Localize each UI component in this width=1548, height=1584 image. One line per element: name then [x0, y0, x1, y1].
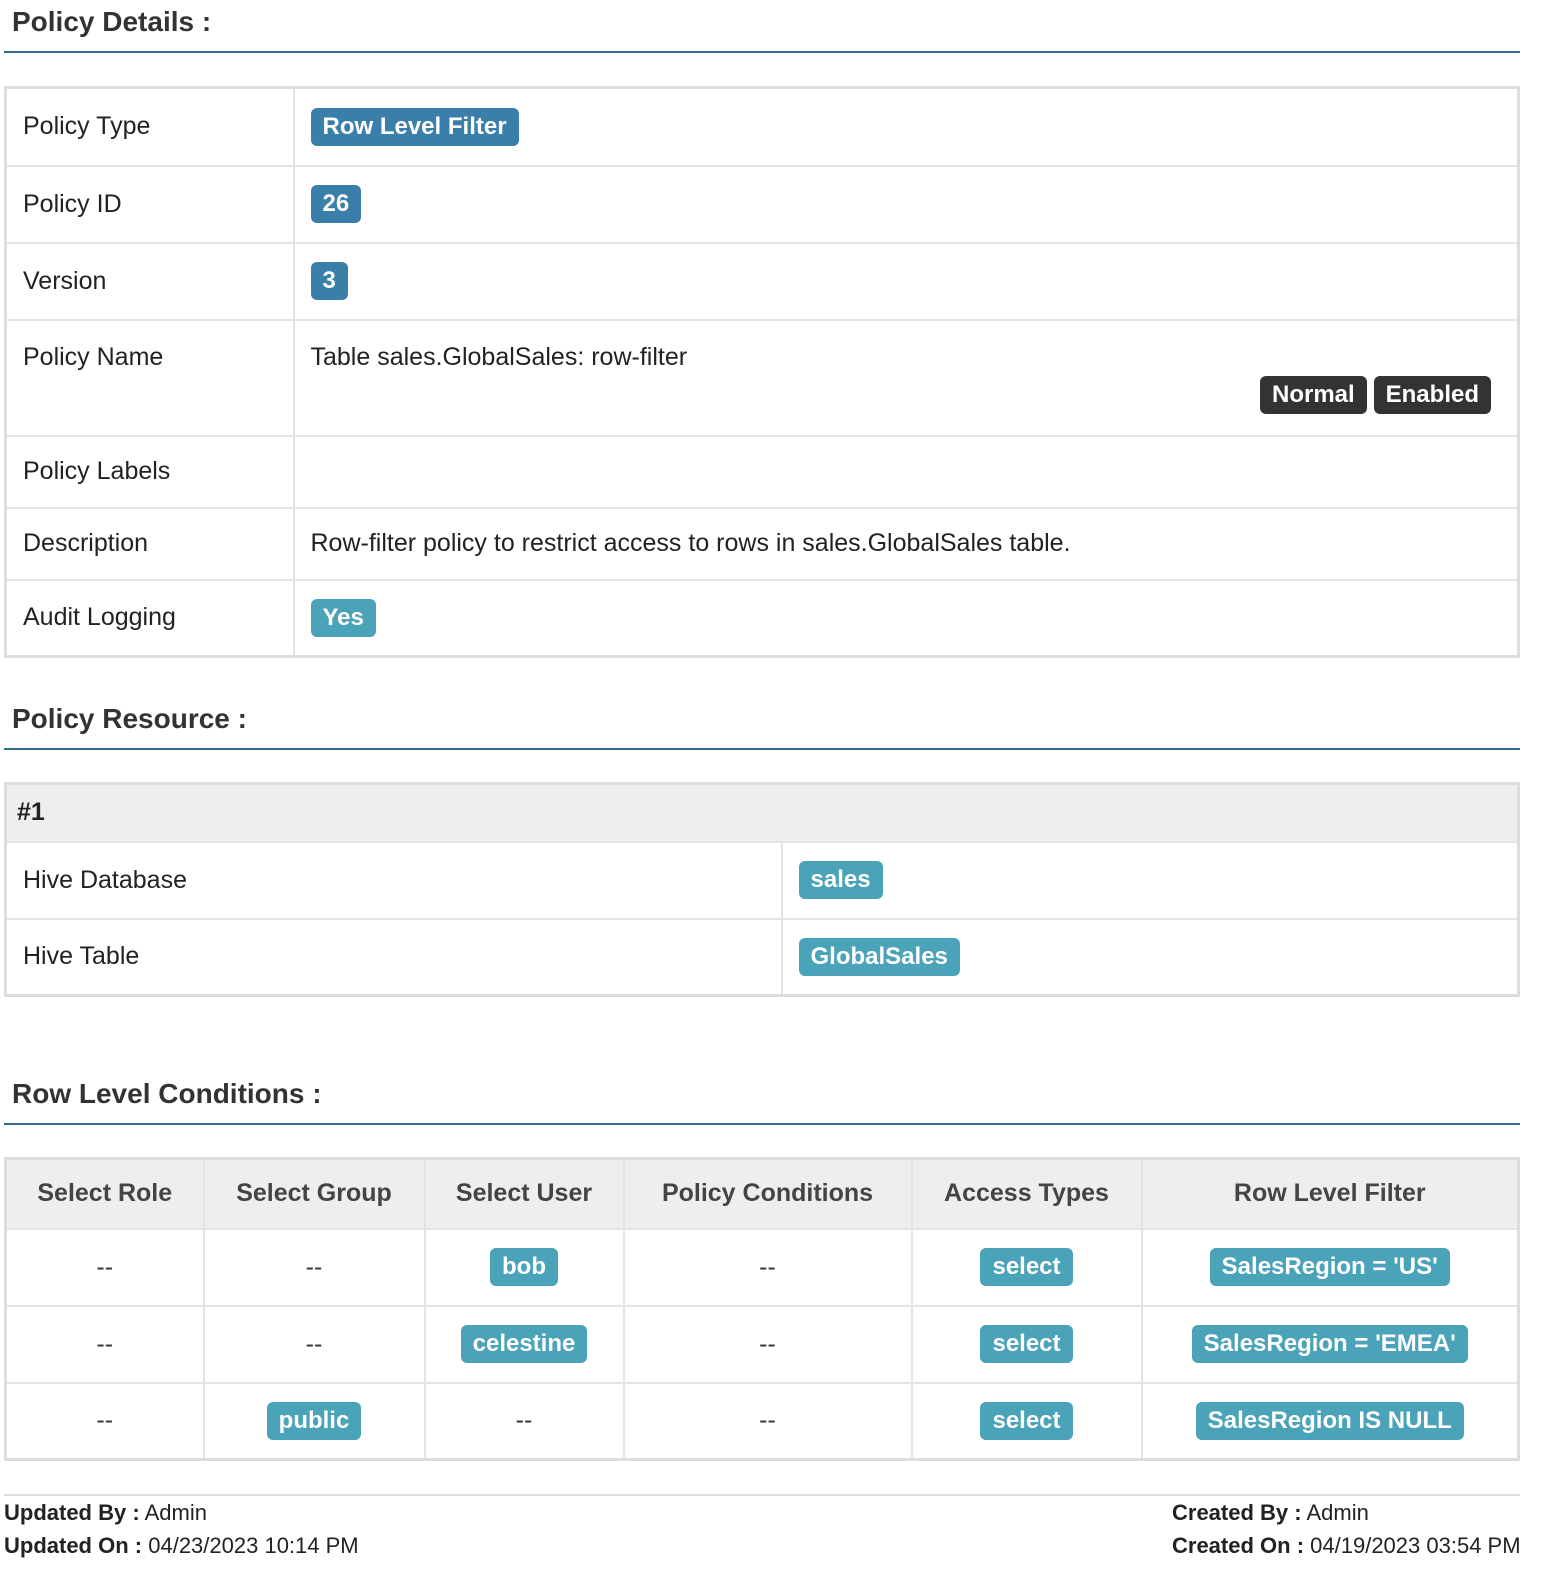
updated-by-label: Updated By : — [4, 1500, 140, 1525]
hive-table-badge: GlobalSales — [798, 937, 960, 976]
policy-type-badge: Row Level Filter — [310, 107, 519, 146]
policy-name-label: Policy Name — [4, 318, 295, 437]
created-by-label: Created By : — [1172, 1500, 1302, 1525]
conditions-cell: -- — [622, 1227, 913, 1307]
footer-divider — [4, 1494, 1520, 1496]
user-cell: -- — [423, 1381, 625, 1461]
table-row: -- public -- -- select SalesRegion IS NU… — [4, 1381, 1520, 1461]
policy-type-label: Policy Type — [4, 86, 295, 167]
hive-database-label: Hive Database — [4, 840, 783, 920]
updated-on-value: 04/23/2023 10:14 PM — [148, 1533, 359, 1558]
conditions-cell: -- — [622, 1304, 913, 1384]
row-filter-badge: SalesRegion IS NULL — [1195, 1401, 1464, 1440]
conditions-cell: -- — [622, 1381, 913, 1461]
row-level-conditions-table: Select Role Select Group Select User Pol… — [4, 1157, 1520, 1461]
access-type-badge: select — [980, 1325, 1073, 1363]
policy-labels-label: Policy Labels — [4, 434, 295, 509]
policy-details-heading: Policy Details : — [12, 6, 212, 37]
created-info: Created By : Admin Created On : 04/19/20… — [1172, 1496, 1521, 1562]
header-row-level-filter: Row Level Filter — [1140, 1157, 1520, 1230]
created-on-value: 04/19/2023 03:54 PM — [1310, 1533, 1521, 1558]
divider — [4, 51, 1520, 53]
divider — [4, 748, 1520, 750]
audit-logging-badge: Yes — [310, 598, 376, 637]
resource-header: #1 — [4, 782, 1520, 843]
role-cell: -- — [4, 1304, 205, 1384]
policy-labels-value — [292, 434, 1520, 509]
audit-logging-label: Audit Logging — [4, 578, 295, 658]
group-cell: -- — [202, 1227, 426, 1307]
access-type-badge: select — [980, 1248, 1073, 1286]
description-label: Description — [4, 506, 295, 581]
policy-details-table: Policy Type Row Level Filter Policy ID 26 … — [4, 86, 1520, 658]
access-type-badge: select — [980, 1401, 1073, 1440]
updated-info: Updated By : Admin Updated On : 04/23/20… — [4, 1496, 359, 1562]
created-by-value: Admin — [1306, 1500, 1369, 1525]
updated-on-label: Updated On : — [4, 1533, 143, 1558]
enabled-badge: Enabled — [1373, 375, 1491, 414]
header-select-group: Select Group — [202, 1157, 426, 1230]
group-cell: -- — [202, 1304, 426, 1384]
row-filter-badge: SalesRegion = 'US' — [1209, 1248, 1450, 1286]
created-on-label: Created On : — [1172, 1533, 1305, 1558]
user-badge: celestine — [460, 1325, 588, 1363]
header-access-types: Access Types — [910, 1157, 1143, 1230]
row-level-conditions-heading: Row Level Conditions : — [12, 1078, 322, 1109]
normal-badge: Normal — [1260, 375, 1367, 414]
role-cell: -- — [4, 1381, 205, 1461]
policy-resource-heading: Policy Resource : — [12, 703, 247, 734]
user-badge: bob — [490, 1248, 558, 1286]
policy-name-value: Table sales.GlobalSales: row-filter — [310, 342, 688, 371]
header-policy-conditions: Policy Conditions — [622, 1157, 913, 1230]
header-select-role: Select Role — [4, 1157, 205, 1230]
role-cell: -- — [4, 1227, 205, 1307]
table-row: -- -- celestine -- select SalesRegion = … — [4, 1304, 1520, 1384]
policy-id-label: Policy ID — [4, 164, 295, 244]
hive-database-badge: sales — [798, 861, 883, 899]
updated-by-value: Admin — [144, 1500, 207, 1525]
version-badge: 3 — [310, 262, 348, 300]
policy-id-badge: 26 — [310, 185, 362, 223]
row-filter-badge: SalesRegion = 'EMEA' — [1191, 1325, 1468, 1363]
description-value: Row-filter policy to restrict access to … — [292, 506, 1520, 581]
header-select-user: Select User — [423, 1157, 625, 1230]
hive-table-label: Hive Table — [4, 917, 783, 997]
table-row: -- -- bob -- select SalesRegion = 'US' — [4, 1227, 1520, 1307]
group-badge: public — [266, 1401, 362, 1440]
policy-resource-table: #1 Hive Database sales Hive Table GlobalSa… — [4, 782, 1520, 997]
version-label: Version — [4, 241, 295, 321]
divider — [4, 1123, 1520, 1125]
